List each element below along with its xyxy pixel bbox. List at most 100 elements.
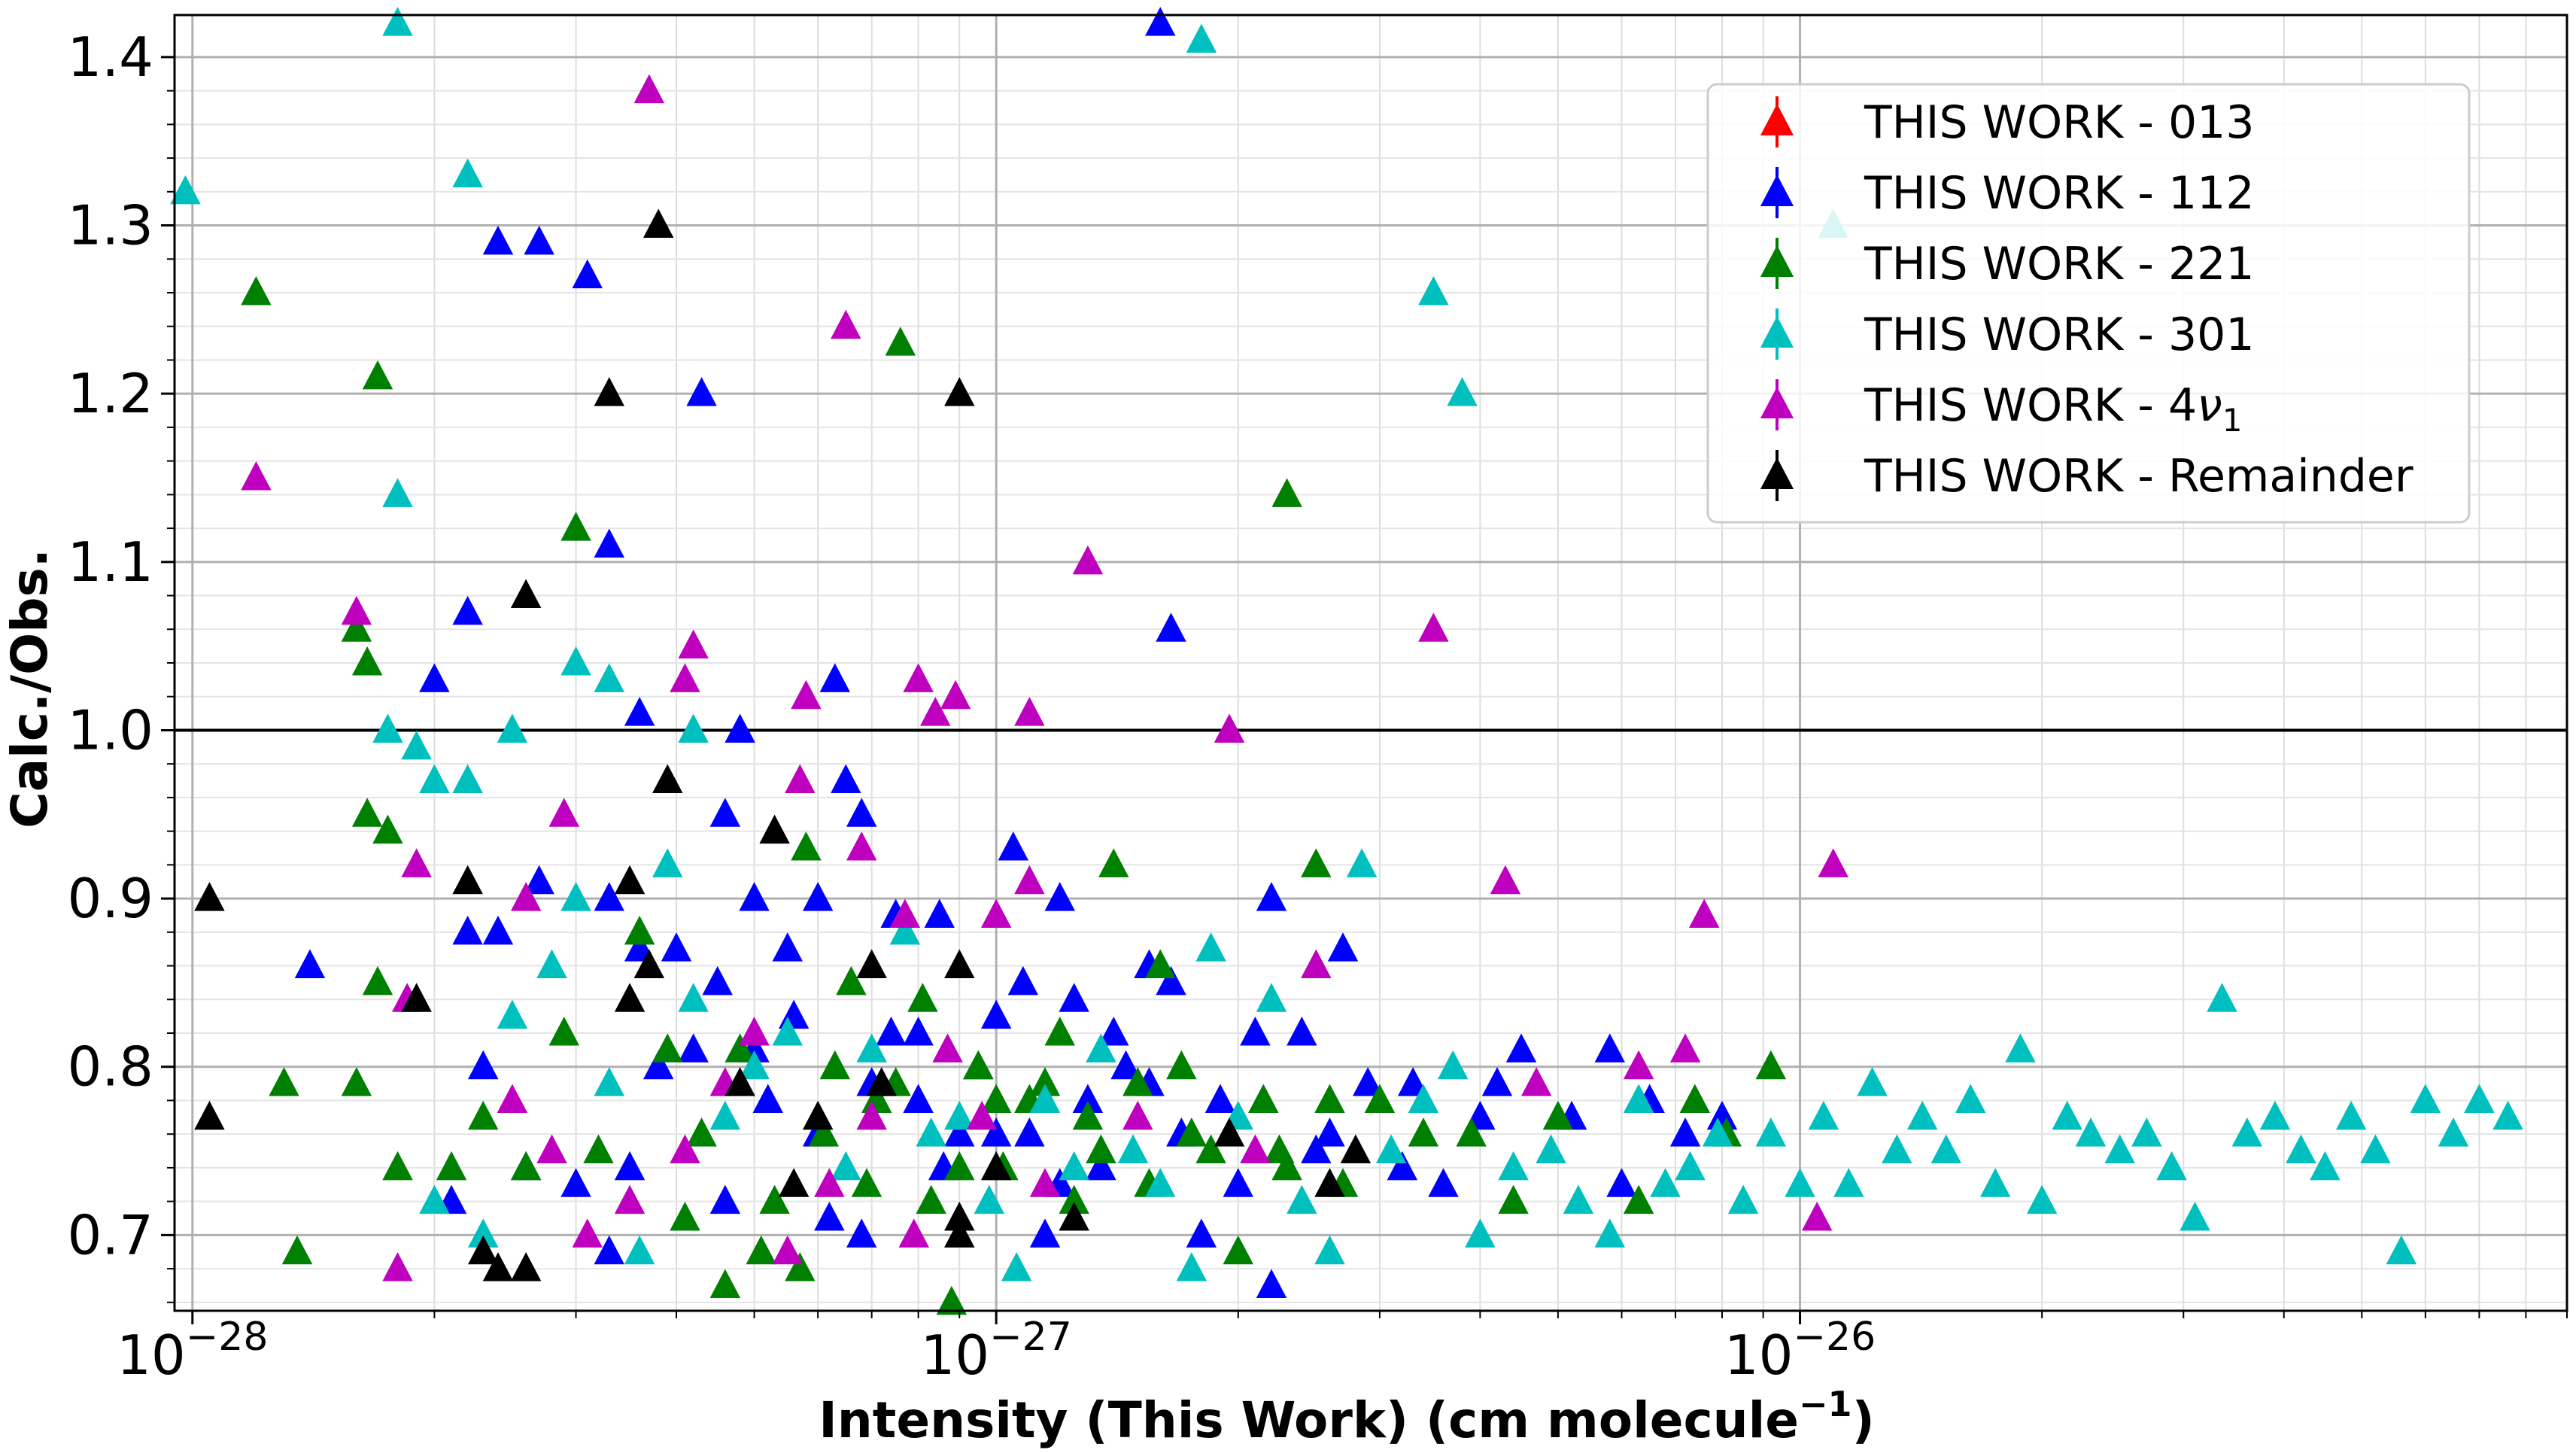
data-point — [497, 999, 528, 1029]
data-point — [1014, 865, 1045, 895]
legend-label: THIS WORK - 301 — [1864, 309, 2255, 361]
data-point — [1214, 713, 1245, 743]
data-point — [1882, 1134, 1912, 1164]
data-point — [2464, 1084, 2495, 1113]
data-point — [1301, 949, 1332, 979]
data-point — [372, 814, 403, 844]
data-point — [1301, 1134, 1332, 1164]
data-point — [831, 1151, 861, 1181]
data-point — [974, 1184, 1005, 1214]
data-point — [341, 613, 372, 642]
data-point — [1437, 1050, 1469, 1080]
data-point — [1271, 1151, 1302, 1181]
data-point — [452, 915, 483, 945]
data-point — [944, 1151, 975, 1181]
data-point — [1755, 1117, 1787, 1147]
data-point — [1364, 1084, 1396, 1113]
data-point — [1465, 1218, 1496, 1248]
data-point — [1044, 1017, 1075, 1046]
data-point — [1498, 1184, 1529, 1214]
data-point — [1059, 1202, 1089, 1231]
data-point — [2026, 1184, 2058, 1214]
legend-marker — [1760, 387, 1794, 418]
data-point — [2231, 1117, 2263, 1147]
series-5 — [194, 208, 1372, 1281]
data-point — [1110, 1050, 1141, 1080]
data-point — [856, 949, 887, 979]
data-point — [1072, 1084, 1104, 1113]
data-point — [548, 1017, 580, 1046]
data-point — [1176, 1252, 1208, 1281]
data-point — [382, 1252, 413, 1281]
data-point — [2310, 1151, 2341, 1181]
data-point — [1286, 1184, 1317, 1214]
data-point — [1214, 1117, 1245, 1147]
data-point — [980, 1151, 1012, 1181]
data-point — [980, 999, 1012, 1029]
data-point — [594, 1235, 624, 1265]
data-point — [1594, 1033, 1626, 1062]
data-point — [2052, 1100, 2082, 1130]
data-point — [739, 1050, 770, 1080]
data-point — [2207, 983, 2237, 1012]
data-point — [1397, 1067, 1429, 1096]
data-point — [401, 848, 432, 877]
x-tick-label: 10−26 — [1724, 1315, 1876, 1387]
data-point — [1059, 1151, 1089, 1181]
data-point — [241, 461, 272, 491]
data-point — [1679, 1084, 1711, 1113]
data-point — [1186, 1218, 1217, 1248]
data-point — [1408, 1084, 1439, 1113]
data-point — [382, 478, 413, 507]
data-point — [686, 377, 717, 406]
data-point — [614, 1184, 646, 1214]
data-point — [2386, 1235, 2417, 1265]
data-point — [814, 1202, 845, 1231]
legend-marker — [1760, 175, 1794, 206]
data-point — [936, 1285, 968, 1315]
data-point — [194, 882, 225, 911]
data-point — [819, 1050, 851, 1080]
y-tick-label: 1.1 — [67, 530, 153, 594]
data-point — [1098, 848, 1129, 877]
data-point — [772, 1235, 803, 1265]
data-point — [889, 915, 921, 945]
data-point — [963, 1050, 994, 1080]
legend-entry: THIS WORK - Remainder — [1760, 450, 2413, 503]
data-point — [524, 225, 554, 255]
data-point — [1542, 1100, 1574, 1130]
data-point — [548, 798, 580, 827]
data-point — [1955, 1084, 1986, 1113]
data-point — [572, 259, 603, 289]
data-point — [572, 1218, 603, 1248]
data-point — [678, 1033, 709, 1062]
legend-marker — [1760, 457, 1794, 489]
data-point — [924, 898, 955, 928]
y-tick-label: 0.9 — [67, 867, 153, 930]
data-point — [2156, 1151, 2187, 1181]
data-point — [1833, 1168, 1864, 1197]
data-point — [778, 1168, 810, 1197]
data-point — [1271, 478, 1302, 507]
data-point — [1029, 1218, 1061, 1248]
axes: 0.7 0.8 0.9 1.0 1.1 1.2 1.3 1.4 10−28 10−27 10−26 — [67, 26, 2568, 1387]
data-point — [2259, 1100, 2291, 1130]
data-point — [791, 831, 822, 861]
data-point — [709, 1184, 741, 1214]
data-point — [1669, 1033, 1701, 1062]
data-point — [819, 663, 851, 692]
data-point — [1122, 1067, 1153, 1096]
data-point — [1314, 1168, 1345, 1197]
data-point — [594, 1067, 624, 1096]
data-point — [724, 1033, 755, 1062]
data-point — [802, 882, 834, 911]
series-4 — [241, 74, 1848, 1281]
data-point — [1072, 545, 1104, 575]
data-point — [1490, 865, 1521, 895]
data-point — [1505, 1033, 1537, 1062]
data-point — [1223, 1235, 1254, 1265]
data-point — [1314, 1235, 1345, 1265]
data-point — [1248, 1084, 1279, 1113]
data-point — [468, 1050, 499, 1080]
